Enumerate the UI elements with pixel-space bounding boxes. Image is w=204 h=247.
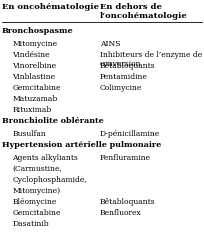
Text: Gemcitabine: Gemcitabine xyxy=(12,209,61,217)
Text: Matuzamab: Matuzamab xyxy=(12,95,58,103)
Text: D-pénicillamine: D-pénicillamine xyxy=(100,130,160,138)
Text: Bêtabloquants: Bêtabloquants xyxy=(100,62,156,70)
Text: En oncohématologie: En oncohématologie xyxy=(2,3,99,11)
Text: Bléomycine: Bléomycine xyxy=(12,198,57,206)
Text: Pentamidine: Pentamidine xyxy=(100,73,148,81)
Text: Hypertension artérielle pulmonaire: Hypertension artérielle pulmonaire xyxy=(2,141,161,149)
Text: Vindésine: Vindésine xyxy=(12,51,50,59)
Text: Bêtabloquants: Bêtabloquants xyxy=(100,198,156,206)
Text: Gemcitabine: Gemcitabine xyxy=(12,84,61,92)
Text: Colimycine: Colimycine xyxy=(100,84,142,92)
Text: Bronchiolite oblérante: Bronchiolite oblérante xyxy=(2,117,104,125)
Text: Busulfan: Busulfan xyxy=(12,130,46,138)
Text: Inhibiteurs de l’enzyme de
conversion: Inhibiteurs de l’enzyme de conversion xyxy=(100,51,202,68)
Text: Vinorelbine: Vinorelbine xyxy=(12,62,56,70)
Text: Mitomycine: Mitomycine xyxy=(12,40,57,48)
Text: Agents alkyliants: Agents alkyliants xyxy=(12,154,78,162)
Text: (Carmustine,: (Carmustine, xyxy=(12,165,62,173)
Text: Benfluorex: Benfluorex xyxy=(100,209,142,217)
Text: Bronchospasme: Bronchospasme xyxy=(2,27,74,35)
Text: Dasatinib: Dasatinib xyxy=(12,220,49,228)
Text: En dehors de
l’oncohématologie: En dehors de l’oncohématologie xyxy=(100,3,188,20)
Text: Cyclophosphamide,: Cyclophosphamide, xyxy=(12,176,87,184)
Text: Rituximab: Rituximab xyxy=(12,106,51,114)
Text: AINS: AINS xyxy=(100,40,120,48)
Text: Fenfluramine: Fenfluramine xyxy=(100,154,151,162)
Text: Mitomycine): Mitomycine) xyxy=(12,187,60,195)
Text: Vinblastine: Vinblastine xyxy=(12,73,55,81)
